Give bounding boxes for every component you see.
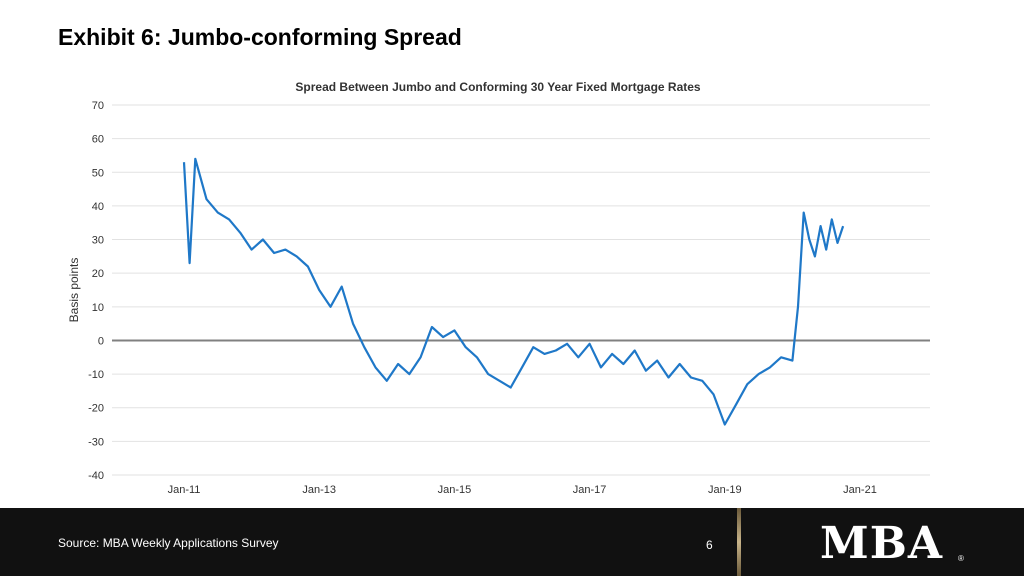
- footer-bar: Source: MBA Weekly Applications Survey 6…: [0, 508, 1024, 576]
- mba-logo: MBA: [820, 518, 944, 569]
- source-note: Source: MBA Weekly Applications Survey: [58, 536, 279, 550]
- y-axis-label: Basis points: [67, 258, 81, 323]
- y-tick-label: 30: [92, 235, 104, 247]
- page-title: Exhibit 6: Jumbo-conforming Spread: [58, 24, 462, 50]
- y-tick-label: 20: [92, 268, 104, 280]
- page-number: 6: [706, 538, 713, 552]
- y-tick-label: 0: [98, 335, 104, 347]
- x-tick-label: Jan-21: [843, 484, 877, 496]
- chart-title: Spread Between Jumbo and Conforming 30 Y…: [295, 80, 701, 94]
- x-tick-label: Jan-17: [573, 484, 607, 496]
- y-tick-label: 60: [92, 134, 104, 146]
- footer-divider: [737, 508, 741, 576]
- x-tick-label: Jan-13: [302, 484, 336, 496]
- y-tick-label: -40: [88, 470, 104, 482]
- x-tick-labels: Jan-11 Jan-13 Jan-15 Jan-17 Jan-19 Jan-21: [168, 484, 877, 496]
- x-tick-label: Jan-19: [708, 484, 742, 496]
- y-tick-label: 50: [92, 167, 104, 179]
- registered-mark: ®: [958, 554, 964, 563]
- x-tick-label: Jan-11: [168, 484, 201, 496]
- y-tick-label: -30: [88, 436, 104, 448]
- spread-chart: Spread Between Jumbo and Conforming 30 Y…: [67, 80, 930, 496]
- y-tick-labels: 70 60 50 40 30 20 10 0 -10 -20 -30 -40: [88, 100, 104, 482]
- series-line-spread: [182, 157, 845, 426]
- grid-lines: [112, 104, 930, 476]
- y-tick-label: -10: [88, 369, 104, 381]
- y-tick-label: 70: [92, 100, 104, 112]
- y-tick-label: 40: [92, 201, 104, 213]
- y-tick-label: -20: [88, 403, 104, 415]
- x-tick-label: Jan-15: [438, 484, 472, 496]
- y-tick-label: 10: [92, 302, 104, 314]
